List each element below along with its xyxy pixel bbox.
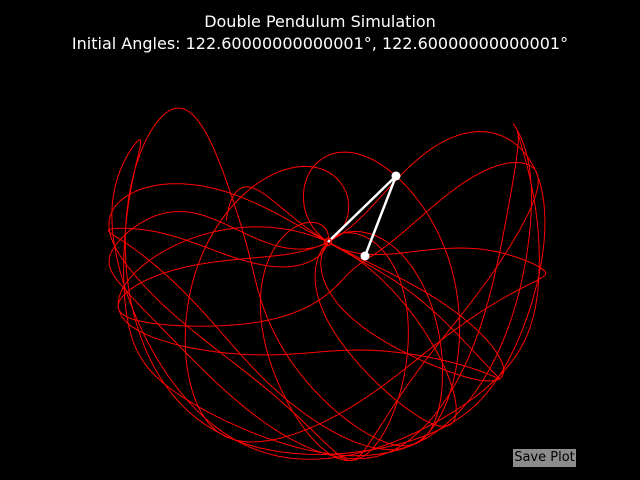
pendulum-bob-1 <box>391 171 401 181</box>
trace-path-group <box>107 107 547 462</box>
bob-trace-line <box>107 107 547 462</box>
pendulum-bob-2 <box>360 251 370 261</box>
pendulum-pivot <box>323 237 333 247</box>
plot-title: Double Pendulum Simulation <box>204 12 436 31</box>
pendulum-rod-2 <box>363 175 398 257</box>
save-plot-button[interactable]: Save Plot <box>513 449 576 467</box>
pendulum-group <box>323 171 401 261</box>
plot-subtitle: Initial Angles: 122.60000000000001°, 122… <box>71 34 569 53</box>
pendulum-rod-1 <box>327 175 397 243</box>
